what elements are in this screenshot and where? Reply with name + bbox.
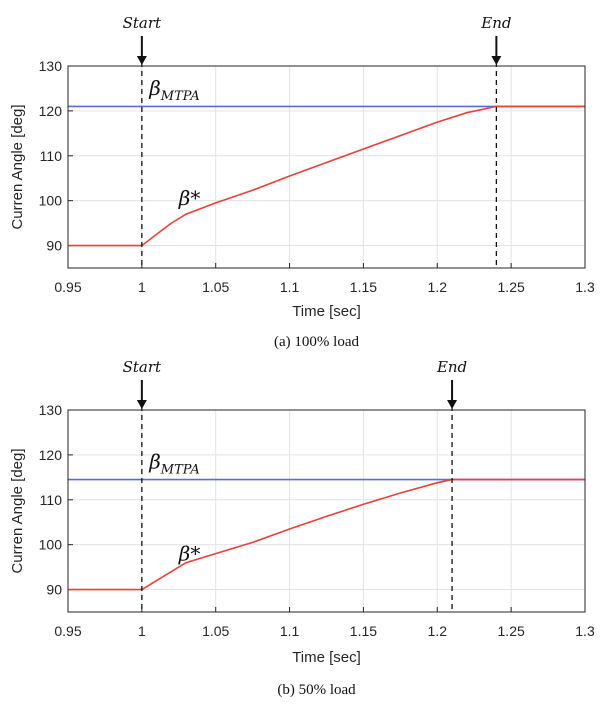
beta-mtpa-label: βMTPA xyxy=(148,449,200,477)
y-axis-label: Curren Angle [deg] xyxy=(9,448,26,573)
x-tick-label: 1.3 xyxy=(575,623,595,639)
plot-frame xyxy=(67,409,586,613)
y-tick-label: 130 xyxy=(39,58,63,74)
y-tick-label: 100 xyxy=(39,193,63,209)
x-tick-label: 1.15 xyxy=(350,623,377,639)
x-tick-label: 1.2 xyxy=(428,623,448,639)
x-tick-label: 1 xyxy=(138,279,146,295)
beta-ref-label: β* xyxy=(178,186,201,210)
end-label: End xyxy=(436,358,467,376)
x-tick-label: 1.2 xyxy=(428,279,448,295)
x-tick-label: 1.3 xyxy=(575,279,595,295)
series-line-beta-ref xyxy=(68,105,585,247)
end-arrow-head xyxy=(491,56,502,65)
start-arrow-head xyxy=(136,56,147,65)
y-tick-label: 130 xyxy=(39,402,63,418)
y-tick-label: 100 xyxy=(39,537,63,553)
y-tick-label: 110 xyxy=(40,148,63,164)
y-tick-label: 110 xyxy=(40,492,63,508)
chart-panel-a: 0.95 1 1.05 1.1 1.15 1.2 1.25 1.3 90 100 110 120 130… xyxy=(9,14,595,350)
x-tick-label: 1.25 xyxy=(498,623,525,639)
y-axis-label: Curren Angle [deg] xyxy=(9,104,26,229)
x-tick-label: 1.15 xyxy=(350,279,377,295)
beta-ref-label: β* xyxy=(178,541,201,565)
x-tick-label: 1.1 xyxy=(280,623,300,639)
end-arrow-head xyxy=(447,400,458,409)
end-label: End xyxy=(480,14,511,32)
x-tick-label: 1.25 xyxy=(498,279,525,295)
plot-frame xyxy=(67,65,586,269)
plot-area xyxy=(68,66,585,268)
y-tick-label: 120 xyxy=(39,103,63,119)
chart-panel-b: 0.95 1 1.05 1.1 1.15 1.2 1.25 1.3 90 100 110 120 130… xyxy=(9,358,595,698)
start-arrow-head xyxy=(136,400,147,409)
figure-caption: (b) 50% load xyxy=(277,682,356,698)
x-axis-label: Time [sec] xyxy=(292,303,361,320)
x-tick-label: 1 xyxy=(138,623,146,639)
start-label: Start xyxy=(123,358,162,376)
x-tick-label: 1.1 xyxy=(280,279,300,295)
y-tick-label: 90 xyxy=(46,582,62,598)
beta-mtpa-label: βMTPA xyxy=(148,76,200,104)
x-tick-label: 1.05 xyxy=(202,279,229,295)
x-tick-label: 0.95 xyxy=(54,279,81,295)
y-tick-label: 120 xyxy=(39,447,63,463)
x-tick-label: 0.95 xyxy=(54,623,81,639)
plot-area xyxy=(68,410,585,612)
start-label: Start xyxy=(123,14,162,32)
figure-caption: (a) 100% load xyxy=(274,334,359,350)
series-line-beta-ref xyxy=(68,478,585,591)
y-tick-label: 90 xyxy=(46,238,62,254)
x-tick-label: 1.05 xyxy=(202,623,229,639)
x-axis-label: Time [sec] xyxy=(292,649,361,666)
